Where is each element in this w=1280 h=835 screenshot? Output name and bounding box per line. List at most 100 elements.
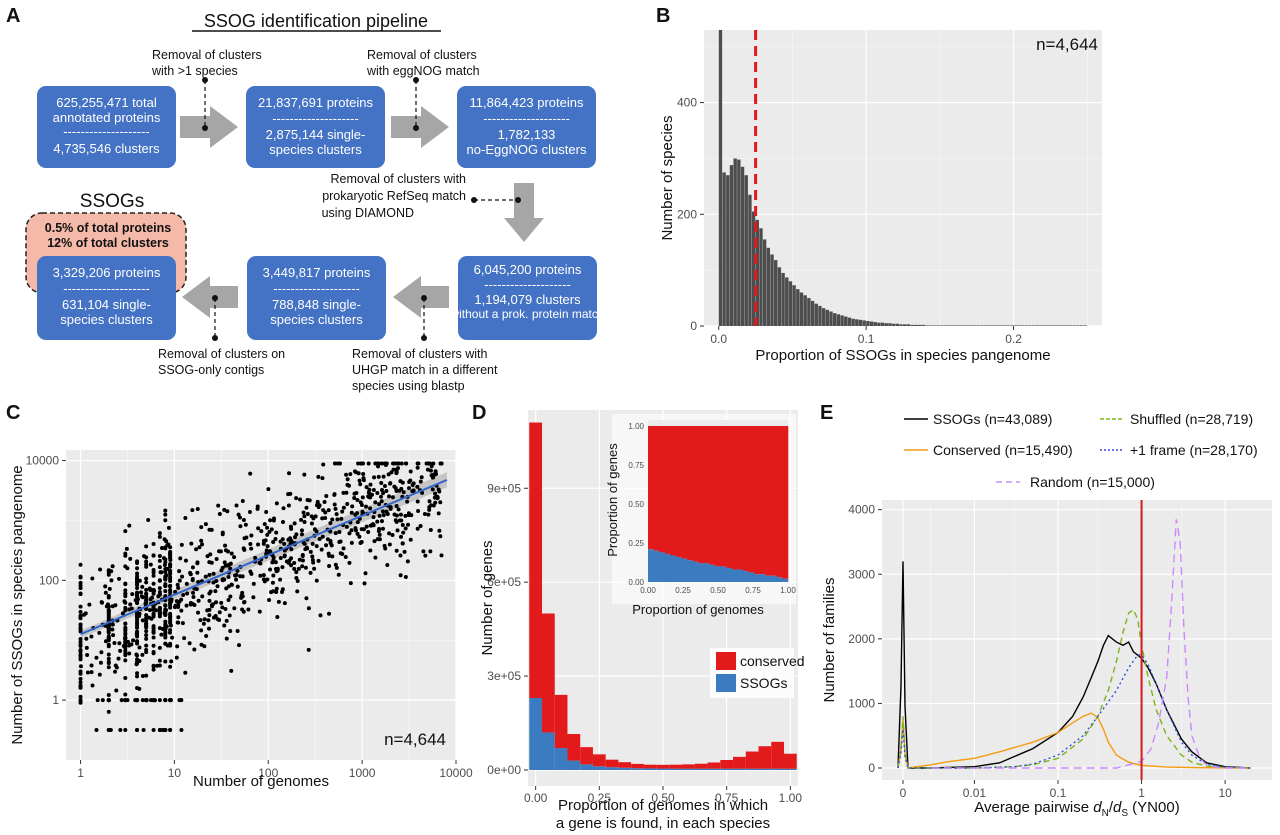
inset-bar-conserved	[754, 426, 761, 575]
inset-tick-label-y: 0.50	[628, 500, 644, 509]
scatter-point	[223, 563, 228, 568]
scatter-point	[393, 486, 398, 491]
bar-ssogs	[567, 760, 581, 770]
scatter-point	[330, 517, 335, 522]
histogram-bar	[759, 228, 763, 326]
scatter-point	[157, 728, 162, 733]
scatter-point	[345, 502, 350, 507]
box-2-bottom2: species clusters	[269, 142, 362, 157]
scatter-point	[94, 655, 99, 660]
scatter-point	[339, 516, 344, 521]
tick-label-c-x: 10	[168, 766, 182, 780]
scatter-point	[191, 594, 196, 599]
tick-label-e-y: 2000	[848, 632, 875, 646]
panel-label-a: A	[6, 5, 20, 27]
bar-ssogs	[605, 767, 619, 770]
scatter-point	[340, 509, 345, 514]
inset-bar-conserved	[743, 426, 750, 572]
scatter-point	[408, 537, 413, 542]
scatter-point	[248, 471, 253, 476]
pipeline-box-5: 3,449,817 proteins -------------------- …	[247, 256, 386, 340]
scatter-point	[355, 511, 360, 516]
bar-conserved	[605, 759, 619, 768]
scatter-point	[286, 537, 291, 542]
scatter-point	[341, 546, 346, 551]
inset-bar-conserved	[659, 426, 666, 553]
inset-bar-ssogs	[659, 552, 666, 582]
pipeline-box-4: 6,045,200 proteins -------------------- …	[449, 256, 605, 340]
scatter-point	[394, 513, 399, 518]
scatter-point	[332, 492, 337, 497]
scatter-point	[161, 556, 166, 561]
scatter-point	[289, 547, 294, 552]
histogram-bar	[958, 325, 962, 326]
inset-bar-conserved	[760, 426, 766, 575]
scatter-point	[135, 618, 140, 623]
inset-bar-ssogs	[664, 553, 671, 582]
scatter-point	[241, 600, 246, 605]
scatter-point	[232, 606, 237, 611]
scatter-point	[179, 542, 184, 547]
scatter-point	[356, 471, 361, 476]
scatter-point	[177, 698, 182, 703]
tick-label-e-x: 0.01	[963, 786, 987, 800]
scatter-point	[130, 592, 135, 597]
scatter-point	[123, 608, 128, 613]
scatter-point	[78, 654, 83, 659]
inset-bar-ssogs	[715, 566, 722, 582]
scatter-point	[404, 461, 409, 466]
scatter-point	[206, 618, 211, 623]
scatter-point	[279, 589, 284, 594]
scatter-point	[194, 547, 199, 552]
scatter-point	[403, 574, 408, 579]
histogram-bar	[726, 175, 730, 326]
scatter-point	[106, 661, 111, 666]
scatter-point	[123, 658, 128, 663]
scatter-point	[157, 558, 162, 563]
scatter-point	[224, 636, 229, 641]
scatter-point	[195, 507, 200, 512]
scatter-point	[151, 651, 156, 656]
scatter-point	[405, 499, 410, 504]
histogram-bar	[796, 289, 800, 326]
scatter-point	[78, 676, 83, 681]
scatter-point	[394, 519, 399, 524]
scatter-point	[163, 610, 168, 615]
scatter-point	[151, 570, 156, 575]
scatter-point	[217, 511, 222, 516]
scatter-point	[169, 659, 174, 664]
scatter-point	[296, 566, 301, 571]
bar-ssogs	[771, 768, 784, 770]
scatter-point	[123, 645, 128, 650]
scatter-point	[333, 506, 338, 511]
inset-bar-ssogs	[732, 569, 738, 582]
scatter-point	[314, 544, 319, 549]
scatter-point	[166, 525, 171, 530]
scatter-point	[214, 557, 219, 562]
bar-ssogs	[758, 768, 772, 770]
legend-plus1: +1 frame (n=28,170)	[1130, 442, 1258, 458]
scatter-point	[436, 487, 441, 492]
scatter-point	[78, 680, 83, 685]
scatter-point	[157, 645, 162, 650]
scatter-point	[97, 630, 102, 635]
scatter-point	[350, 504, 355, 509]
scatter-point	[144, 587, 149, 592]
scatter-point	[123, 728, 128, 733]
scatter-point	[147, 615, 152, 620]
scatter-point	[106, 709, 111, 714]
panel-a: A SSOG identification pipeline Rem	[6, 5, 605, 393]
inset-bars	[648, 426, 789, 582]
scatter-point	[384, 489, 389, 494]
scatter-point	[135, 629, 140, 634]
scatter-point	[303, 565, 308, 570]
scatter-point	[390, 495, 395, 500]
scatter-point	[263, 538, 268, 543]
inset-bar-ssogs	[653, 550, 660, 582]
scatter-point	[144, 618, 149, 623]
scatter-point	[179, 608, 184, 613]
scatter-point	[396, 461, 401, 466]
plot-b-ticks: 0.0 0.1 0.2 0 200 400	[677, 96, 1022, 346]
scatter-point	[257, 609, 262, 614]
histogram-bar	[932, 325, 936, 326]
